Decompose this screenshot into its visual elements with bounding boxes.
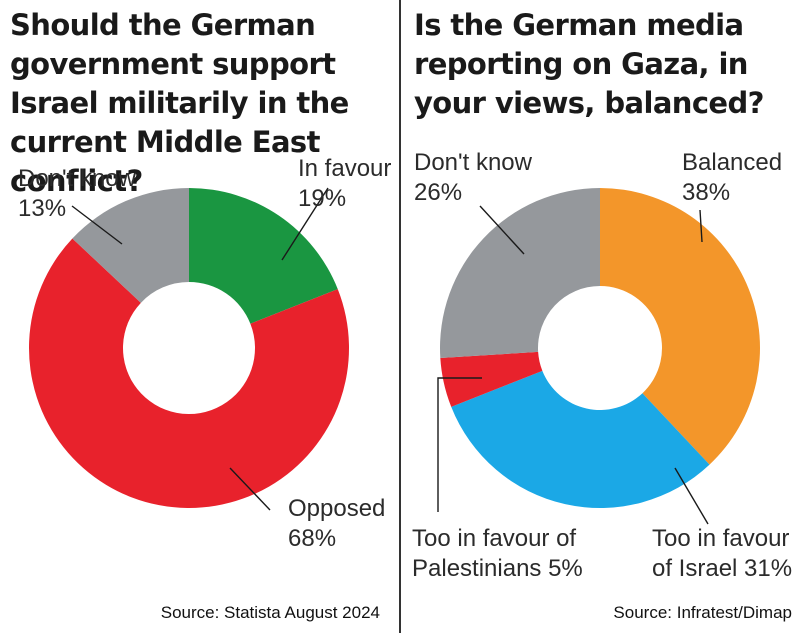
label-in-favour-value: 19% <box>298 185 346 212</box>
slice-don-t-know <box>440 188 600 359</box>
right-donut-chart: Balanced 38% Too in favour of Israel 31% Too… <box>412 149 792 582</box>
label-don-t-know-value: 13% <box>18 195 66 222</box>
label-don-t-know: Don't know <box>18 165 137 192</box>
leader-line-in-favour <box>281 187 329 261</box>
slice-too-in-favour-of-israel <box>451 370 710 508</box>
left-donut-chart: In favour 19% Opposed 68% Don't know 13% <box>18 155 391 552</box>
leader-line-balanced <box>699 209 703 243</box>
slice-in-favour <box>189 188 338 324</box>
label-balanced-value: 38% <box>682 179 730 206</box>
label-in-favour: In favour <box>298 155 391 182</box>
label-don-t-know-value: 26% <box>414 179 462 206</box>
label-opposed-value: 68% <box>288 525 336 552</box>
slice-opposed <box>29 238 350 508</box>
label-balanced: Balanced <box>682 149 782 176</box>
label-too-in-favour-of-palestinians: Too in favour of <box>412 525 576 552</box>
leader-line-don-t-know <box>71 205 123 245</box>
label-opposed: Opposed <box>288 495 385 522</box>
right-source-note: Source: Infratest/Dimap <box>613 603 792 622</box>
label-too-in-favour-of-palestinians-value: Palestinians 5% <box>412 555 583 582</box>
left-chart-title: Should the German government support Isr… <box>10 8 349 198</box>
panel-divider <box>399 0 401 633</box>
slice-balanced <box>600 188 760 465</box>
leader-line-too-in-favour-of-palestinians <box>437 377 482 512</box>
left-source-note: Source: Statista August 2024 <box>160 603 380 622</box>
leader-line-too-in-favour-of-israel <box>674 467 709 525</box>
left-chart-panel: Should the German government support Isr… <box>10 8 391 622</box>
right-chart-panel: Is the German media reporting on Gaza, i… <box>400 0 800 633</box>
label-too-in-favour-of-israel: Too in favour <box>652 525 789 552</box>
right-chart-title: Is the German media reporting on Gaza, i… <box>414 8 764 120</box>
leader-line-opposed <box>229 467 271 511</box>
leader-line-don-t-know <box>479 205 525 255</box>
slice-don-t-know <box>72 188 189 303</box>
label-too-in-favour-of-israel-value: of Israel 31% <box>652 555 792 582</box>
label-don-t-know: Don't know <box>414 149 533 176</box>
slice-too-in-favour-of-palestinians <box>440 351 543 407</box>
